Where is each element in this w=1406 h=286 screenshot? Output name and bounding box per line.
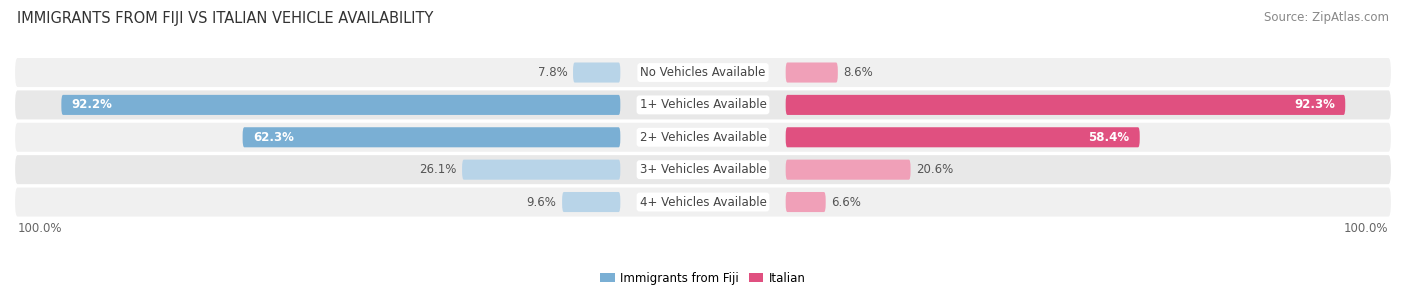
Text: No Vehicles Available: No Vehicles Available — [640, 66, 766, 79]
Text: Source: ZipAtlas.com: Source: ZipAtlas.com — [1264, 11, 1389, 24]
FancyBboxPatch shape — [62, 95, 620, 115]
FancyBboxPatch shape — [786, 62, 838, 83]
FancyBboxPatch shape — [574, 62, 620, 83]
FancyBboxPatch shape — [786, 95, 1346, 115]
Text: 2+ Vehicles Available: 2+ Vehicles Available — [640, 131, 766, 144]
Legend: Immigrants from Fiji, Italian: Immigrants from Fiji, Italian — [596, 267, 810, 286]
FancyBboxPatch shape — [562, 192, 620, 212]
FancyBboxPatch shape — [463, 160, 620, 180]
Text: 100.0%: 100.0% — [17, 222, 62, 235]
FancyBboxPatch shape — [14, 122, 1392, 153]
Text: 3+ Vehicles Available: 3+ Vehicles Available — [640, 163, 766, 176]
FancyBboxPatch shape — [14, 186, 1392, 218]
FancyBboxPatch shape — [14, 89, 1392, 120]
Text: 100.0%: 100.0% — [1344, 222, 1389, 235]
Text: 58.4%: 58.4% — [1088, 131, 1129, 144]
Text: 20.6%: 20.6% — [917, 163, 953, 176]
Text: 92.2%: 92.2% — [72, 98, 112, 112]
FancyBboxPatch shape — [14, 57, 1392, 88]
Text: 6.6%: 6.6% — [831, 196, 860, 208]
Text: 4+ Vehicles Available: 4+ Vehicles Available — [640, 196, 766, 208]
FancyBboxPatch shape — [786, 160, 911, 180]
Text: IMMIGRANTS FROM FIJI VS ITALIAN VEHICLE AVAILABILITY: IMMIGRANTS FROM FIJI VS ITALIAN VEHICLE … — [17, 11, 433, 26]
Text: 62.3%: 62.3% — [253, 131, 294, 144]
FancyBboxPatch shape — [786, 192, 825, 212]
FancyBboxPatch shape — [14, 154, 1392, 185]
Text: 92.3%: 92.3% — [1294, 98, 1334, 112]
Text: 26.1%: 26.1% — [419, 163, 457, 176]
Text: 7.8%: 7.8% — [537, 66, 568, 79]
FancyBboxPatch shape — [243, 127, 620, 147]
Text: 8.6%: 8.6% — [844, 66, 873, 79]
FancyBboxPatch shape — [786, 127, 1140, 147]
Text: 1+ Vehicles Available: 1+ Vehicles Available — [640, 98, 766, 112]
Text: 9.6%: 9.6% — [527, 196, 557, 208]
